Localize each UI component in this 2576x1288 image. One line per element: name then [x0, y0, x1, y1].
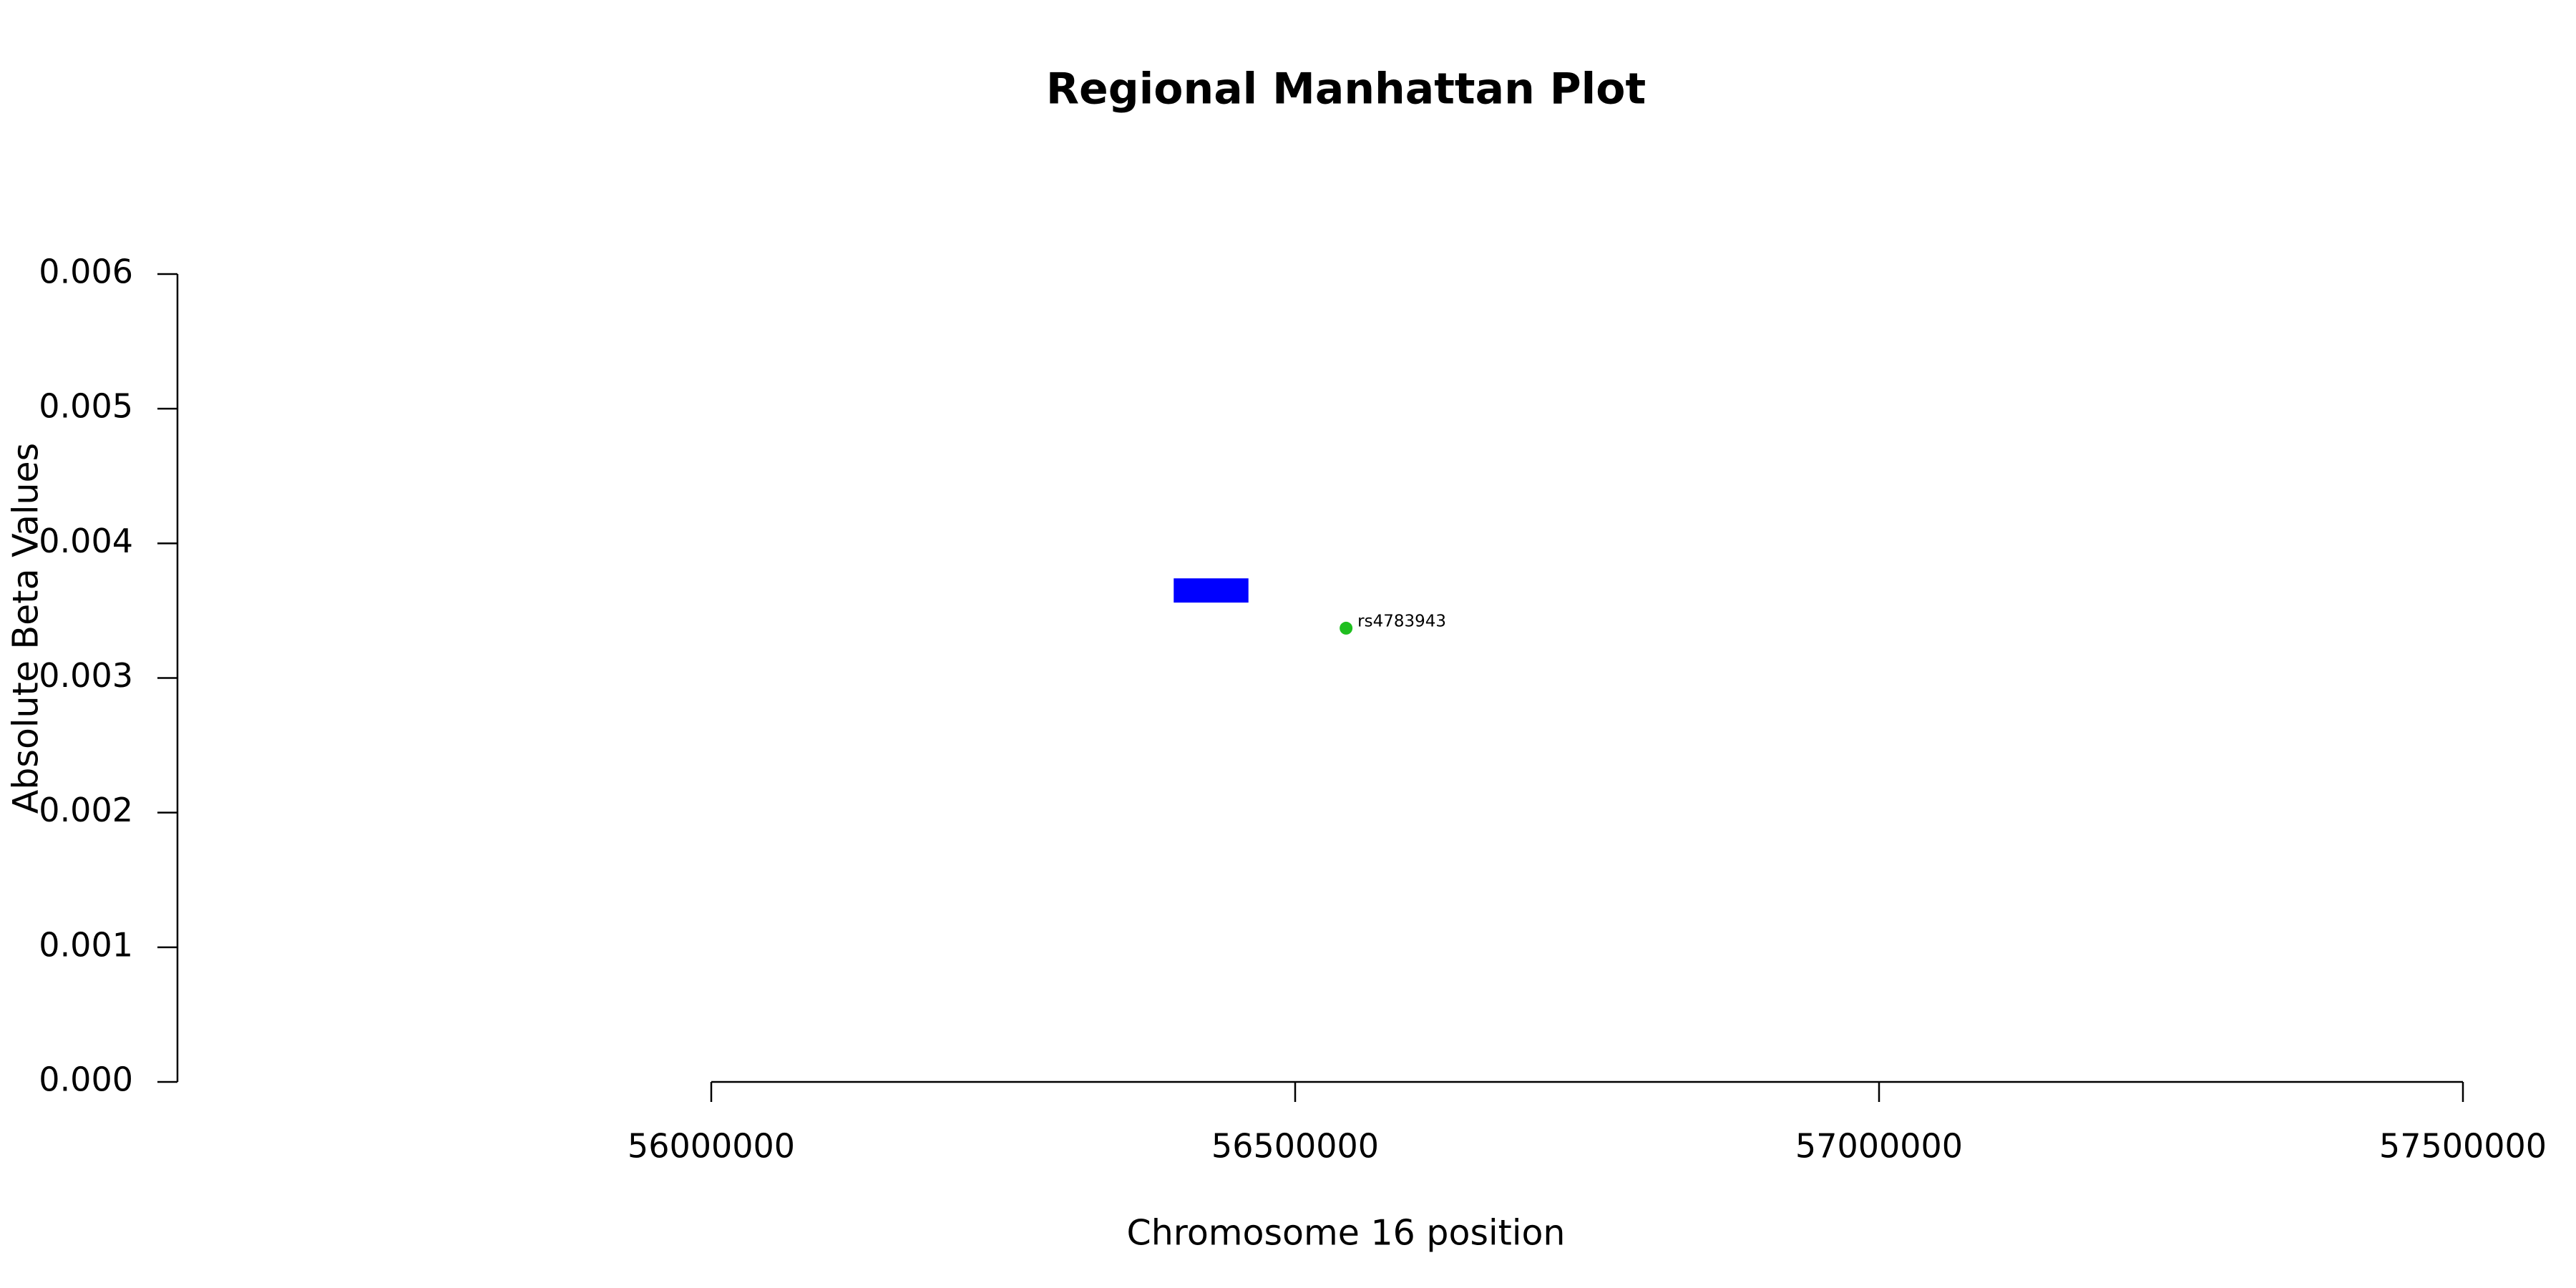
point: [1340, 621, 1353, 635]
y-tick-label: 0.001: [39, 925, 133, 964]
y-tick-label: 0.005: [39, 387, 133, 426]
y-axis-label: Absolute Beta Values: [6, 443, 47, 814]
x-axis-label: Chromosome 16 position: [1126, 1213, 1565, 1254]
x-tick-label: 56000000: [628, 1127, 795, 1166]
x-tick-label: 57000000: [1795, 1127, 1963, 1166]
y-tick-label: 0.004: [39, 522, 133, 560]
y-tick-label: 0.000: [39, 1060, 133, 1099]
point-label: rs4783943: [1357, 612, 1446, 630]
y-tick-label: 0.003: [39, 656, 133, 695]
y-tick-label: 0.002: [39, 791, 133, 829]
x-tick-label: 57500000: [2379, 1127, 2547, 1166]
chart-title: Regional Manhattan Plot: [1046, 64, 1646, 114]
y-tick-label: 0.006: [39, 253, 133, 291]
x-tick-label: 56500000: [1211, 1127, 1379, 1166]
gene-region: [1174, 578, 1249, 603]
